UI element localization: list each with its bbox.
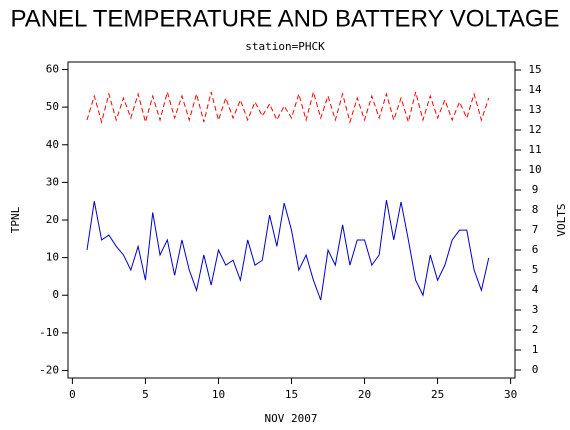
- y2-axis-label: VOLTS: [555, 203, 568, 236]
- x-tick-label: 20: [358, 388, 371, 401]
- y2-tick-label: 5: [532, 263, 539, 276]
- y-tick-label: -10: [39, 326, 59, 339]
- y-tick-label: 20: [46, 213, 59, 226]
- y2-tick-label: 3: [532, 303, 539, 316]
- x-tick-label: 5: [142, 388, 149, 401]
- y2-tick-label: 0: [532, 363, 539, 376]
- y2-tick-label: 11: [528, 143, 541, 156]
- x-axis-label: NOV 2007: [265, 412, 318, 425]
- y2-tick-label: 1: [532, 343, 539, 356]
- x-tick-label: 10: [212, 388, 225, 401]
- plot-frame: [67, 61, 516, 379]
- y2-tick-label: 12: [528, 123, 541, 136]
- y-tick-label: 60: [46, 63, 59, 76]
- y2-tick-label: 14: [528, 83, 542, 96]
- y-tick-label: 40: [46, 138, 59, 151]
- x-tick-label: 0: [69, 388, 76, 401]
- y2-tick-label: 7: [532, 223, 539, 236]
- y-tick-label: -20: [39, 363, 59, 376]
- series-line: [86, 90, 490, 124]
- y-tick-label: 30: [46, 175, 59, 188]
- y2-tick-label: 10: [528, 163, 541, 176]
- series-line: [86, 199, 490, 301]
- y2-tick-label: 9: [532, 183, 539, 196]
- y2-tick-label: 4: [532, 283, 539, 296]
- chart-title: PANEL TEMPERATURE AND BATTERY VOLTAGE: [10, 5, 559, 32]
- y-tick-label: 10: [46, 251, 59, 264]
- y2-tick-label: 15: [528, 63, 541, 76]
- y2-tick-label: 8: [532, 203, 539, 216]
- x-tick-label: 30: [504, 388, 517, 401]
- y2-tick-label: 2: [532, 323, 539, 336]
- y-tick-label: 50: [46, 100, 59, 113]
- x-tick-label: 25: [431, 388, 444, 401]
- y-axis-label: TPNL: [9, 206, 22, 233]
- y2-tick-label: 6: [532, 243, 539, 256]
- y2-tick-label: 13: [528, 103, 541, 116]
- chart-subtitle: station=PHCK: [245, 40, 325, 53]
- y-tick-label: 0: [52, 288, 59, 301]
- x-tick-label: 15: [285, 388, 298, 401]
